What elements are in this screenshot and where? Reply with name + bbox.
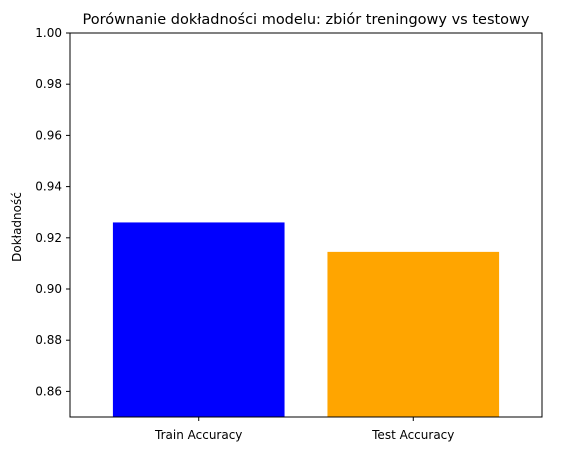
y-tick-label: 1.00 [35,26,62,40]
x-axis: Train Accuracy Test Accuracy [154,417,454,442]
plot-frame [69,32,543,418]
bar-test-accuracy [327,251,500,417]
y-tick-label: 0.86 [35,384,62,398]
y-axis-label: Dokładność [10,192,24,262]
chart-title: Porównanie dokładności modelu: zbiór tre… [82,12,529,28]
y-tick-label: 0.98 [35,77,62,91]
x-tick-label: Test Accuracy [371,428,454,442]
y-tick-label: 0.94 [35,180,62,194]
bars-group [112,222,500,417]
bar-train-accuracy [112,222,285,417]
y-tick-label: 0.88 [35,333,62,347]
y-tick-label: 0.90 [35,282,62,296]
y-axis: 0.86 0.88 0.90 0.92 0.94 0.96 0.98 1.00 [35,26,70,398]
x-tick-label: Train Accuracy [154,428,242,442]
y-tick-label: 0.96 [35,128,62,142]
y-tick-label: 0.92 [35,231,62,245]
